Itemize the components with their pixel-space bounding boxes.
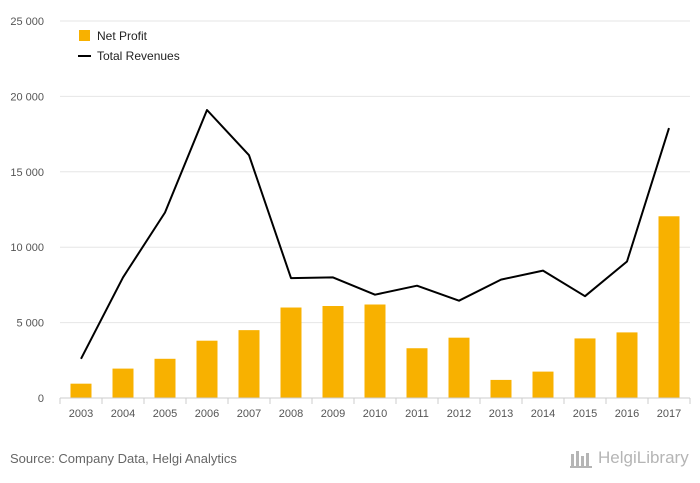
x-tick-label: 2012 (447, 408, 471, 420)
x-tick-label: 2010 (363, 408, 387, 420)
bar-net-profit (406, 348, 428, 398)
legend-label-total-revenues: Total Revenues (97, 49, 180, 63)
bar-net-profit (280, 307, 302, 398)
x-tick-label: 2016 (615, 408, 639, 420)
bar-net-profit (238, 330, 260, 398)
legend-label-net-profit: Net Profit (97, 29, 148, 43)
y-tick-label: 15 000 (10, 167, 44, 179)
source-note: Source: Company Data, Helgi Analytics (10, 451, 237, 466)
bar-net-profit (490, 379, 512, 398)
x-tick-label: 2013 (489, 408, 513, 420)
logo-text: HelgiLibrary (598, 448, 689, 467)
x-tick-label: 2011 (405, 408, 429, 420)
bar-net-profit (448, 337, 470, 398)
y-tick-label: 0 (38, 393, 44, 405)
legend: Net Profit Total Revenues (78, 29, 180, 63)
bar-net-profit (196, 340, 218, 398)
x-axis-labels: 2003 2004 2005 2006 2007 2008 2009 2010 2011 2012… (69, 408, 681, 420)
y-tick-label: 10 000 (10, 242, 44, 254)
total-revenues-line (80, 109, 670, 360)
bars (70, 216, 680, 398)
bar-net-profit (532, 371, 554, 398)
x-tick-label: 2003 (69, 408, 93, 420)
legend-swatch-net-profit (79, 30, 90, 41)
x-tick-label: 2009 (321, 408, 345, 420)
x-tick-label: 2015 (573, 408, 597, 420)
x-tick-label: 2005 (153, 408, 177, 420)
helgi-library-logo[interactable]: HelgiLibrary (570, 448, 689, 468)
bar-net-profit (322, 306, 344, 398)
y-tick-label: 5 000 (16, 318, 44, 330)
x-tick-label: 2017 (657, 408, 681, 420)
x-tick-label: 2007 (237, 408, 261, 420)
bar-net-profit (658, 216, 680, 398)
y-axis-labels: 0 5 000 10 000 15 000 20 000 25 000 (10, 16, 44, 405)
x-tick-label: 2014 (531, 408, 555, 420)
grid (60, 20, 690, 324)
x-tick-label: 2008 (279, 408, 303, 420)
logo-icon (570, 451, 592, 468)
bar-net-profit (70, 383, 92, 398)
x-tick-label: 2006 (195, 408, 219, 420)
bar-net-profit (154, 358, 176, 398)
x-axis-ticks (59, 398, 691, 404)
y-tick-label: 20 000 (10, 91, 44, 103)
y-tick-label: 25 000 (10, 16, 44, 28)
bar-net-profit (616, 332, 638, 398)
bar-net-profit (112, 368, 134, 398)
bar-net-profit (364, 304, 386, 398)
x-tick-label: 2004 (111, 408, 135, 420)
bar-net-profit (574, 338, 596, 398)
